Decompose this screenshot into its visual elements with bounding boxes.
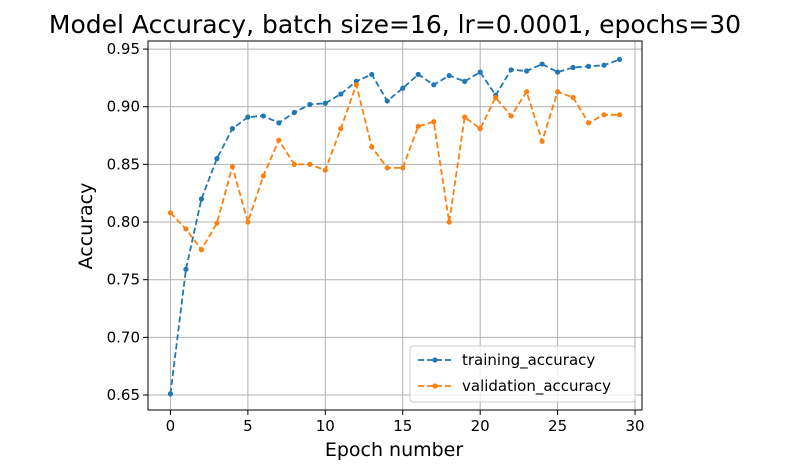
x-tick-label: 25 (548, 417, 567, 435)
data-point (229, 164, 235, 170)
x-tick-label: 20 (471, 417, 490, 435)
data-point (307, 101, 313, 108)
data-point (570, 64, 576, 71)
data-point (384, 98, 390, 104)
data-point (616, 56, 623, 63)
x-axis-ticks: 0 5 10 15 20 25 30 (166, 410, 645, 435)
data-point (508, 67, 514, 73)
data-point (338, 126, 344, 132)
y-tick-label: 0.90 (107, 98, 140, 116)
data-point (167, 210, 174, 216)
y-tick-label: 0.80 (107, 213, 140, 231)
y-axis-label: Accuracy (75, 183, 97, 270)
data-point (198, 247, 205, 253)
legend-item-validation_accuracy: validation_accuracy (418, 377, 611, 396)
data-point (260, 173, 266, 179)
y-tick-label: 0.70 (107, 328, 140, 346)
series-layer (167, 56, 623, 397)
y-axis-ticks: 0.65 0.70 0.75 0.80 0.85 0.90 0.95 (107, 40, 148, 404)
legend-label: validation_accuracy (462, 377, 611, 396)
data-point (322, 100, 328, 106)
data-point (616, 112, 623, 118)
data-point (477, 69, 483, 75)
data-point (198, 196, 205, 202)
data-point (369, 71, 375, 78)
data-point (369, 144, 375, 150)
x-tick-label: 15 (393, 417, 412, 435)
data-point (260, 113, 266, 119)
x-tick-label: 30 (625, 417, 644, 435)
data-point (524, 89, 530, 95)
x-tick-label: 10 (316, 417, 335, 435)
x-axis-label: Epoch number (325, 439, 464, 461)
data-point (601, 62, 607, 68)
data-point (555, 69, 561, 75)
data-point (415, 71, 421, 78)
grid (148, 41, 642, 410)
data-point (276, 120, 282, 126)
data-point (307, 161, 313, 167)
data-point (214, 220, 220, 226)
legend-label: training_accuracy (462, 351, 595, 370)
data-point (462, 114, 468, 120)
data-point (539, 61, 545, 67)
legend-item-training_accuracy: training_accuracy (418, 351, 595, 370)
data-point (431, 119, 437, 125)
legend-swatch-marker (432, 357, 438, 363)
data-point (446, 72, 452, 79)
data-point (555, 89, 561, 95)
series-validation_accuracy (167, 81, 623, 253)
x-tick-label: 5 (243, 417, 253, 435)
y-tick-label: 0.95 (107, 40, 140, 58)
data-point (245, 114, 251, 120)
data-point (276, 137, 282, 143)
data-point (353, 82, 359, 88)
data-point (291, 161, 297, 167)
data-point (524, 68, 530, 74)
y-tick-label: 0.65 (107, 386, 140, 404)
data-point (229, 126, 235, 132)
y-tick-label: 0.85 (107, 155, 140, 173)
data-point (400, 165, 406, 171)
data-point (214, 156, 220, 162)
data-point (585, 120, 592, 126)
data-point (585, 63, 592, 69)
data-point (245, 219, 251, 225)
data-point (570, 94, 576, 101)
y-tick-label: 0.75 (107, 271, 140, 289)
data-point (183, 226, 189, 232)
data-point (384, 165, 390, 171)
data-point (167, 391, 174, 397)
data-point (493, 94, 499, 101)
legend: training_accuracy validation_accuracy (409, 345, 636, 403)
data-point (477, 126, 483, 132)
data-point (291, 109, 297, 116)
data-point (539, 138, 545, 144)
legend-swatch-marker (432, 383, 438, 389)
legend-items: training_accuracy validation_accuracy (418, 351, 611, 396)
data-point (508, 113, 514, 119)
series-line (169, 58, 620, 394)
data-point (415, 123, 421, 129)
data-point (338, 91, 344, 97)
data-point (446, 219, 452, 225)
plot-area-frame (147, 40, 643, 411)
data-point (601, 112, 607, 118)
data-point (322, 167, 328, 173)
data-point (431, 82, 437, 88)
x-tick-label: 0 (166, 417, 176, 435)
data-point (400, 85, 406, 91)
data-point (462, 78, 468, 84)
legend-box (409, 345, 636, 403)
series-training_accuracy (167, 56, 623, 397)
series-line (169, 81, 620, 252)
chart-title: Model Accuracy, batch size=16, lr=0.0001… (49, 10, 741, 39)
data-point (183, 266, 189, 272)
